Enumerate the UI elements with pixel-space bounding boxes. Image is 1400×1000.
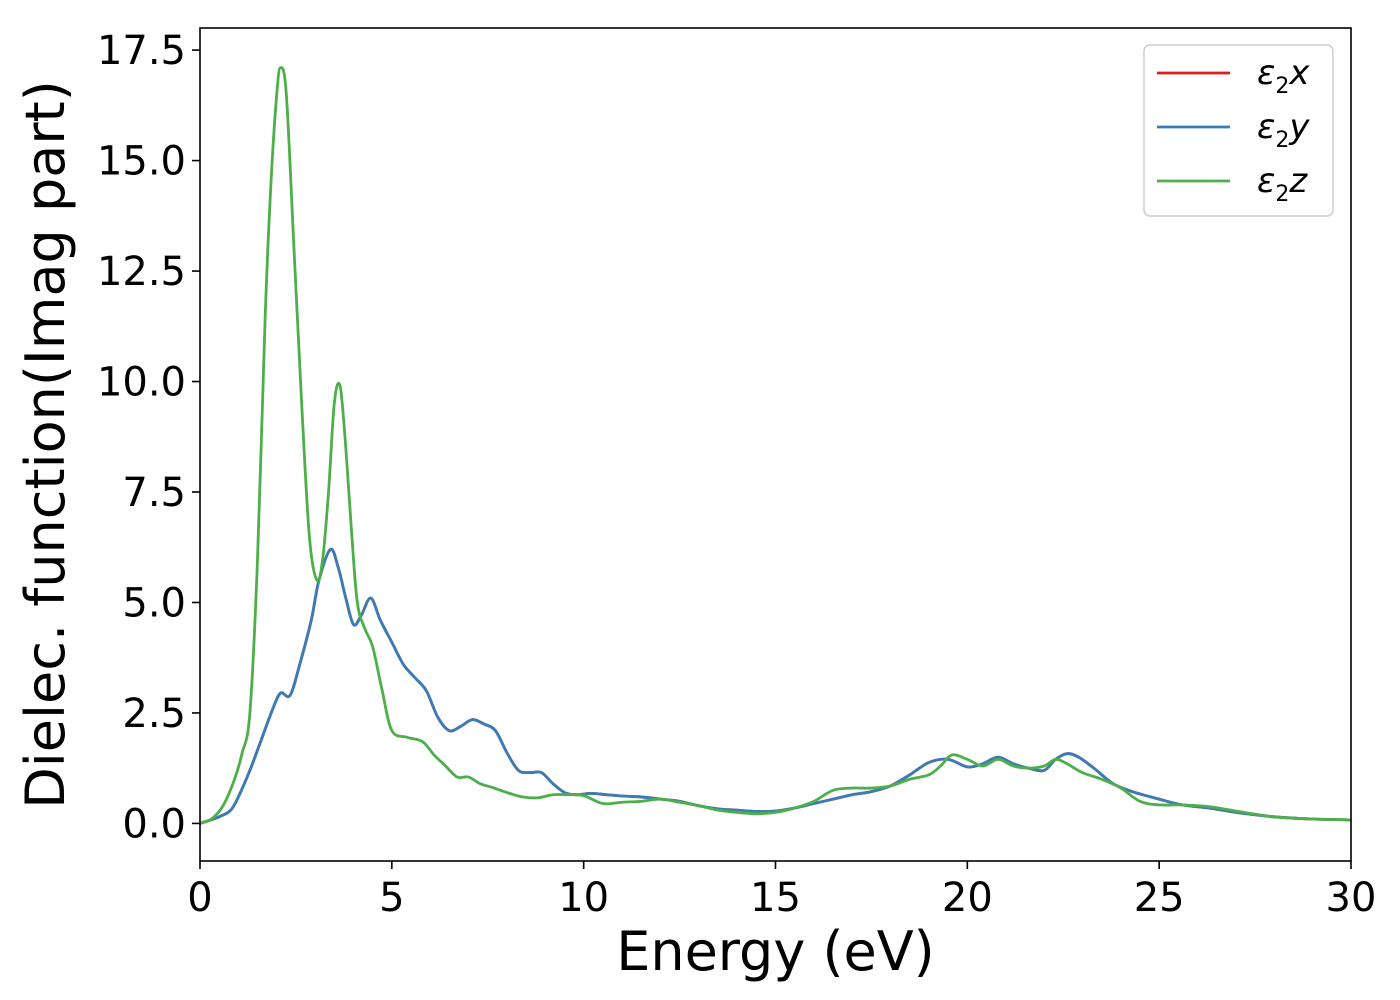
- legend: ε2x ε2y ε2z: [1143, 44, 1334, 217]
- series-line-x: [200, 547, 1351, 825]
- y-tick-label: 17.5: [97, 28, 186, 74]
- series-line-y: [200, 547, 1351, 825]
- y-tick-label: 12.5: [97, 249, 186, 295]
- y-axis-title: Dielec. function(Imag part): [14, 80, 77, 809]
- series-layer: [200, 66, 1351, 825]
- x-axis-title: Energy (eV): [616, 920, 935, 983]
- y-tick-label: 5.0: [122, 580, 186, 626]
- y-tick-label: 15.0: [97, 139, 186, 185]
- x-tick-label: 5: [379, 875, 404, 921]
- x-tick-label: 30: [1326, 875, 1377, 921]
- y-tick-label: 7.5: [122, 470, 186, 516]
- legend-box: [1143, 44, 1334, 217]
- x-tick-label: 0: [187, 875, 212, 921]
- legend-label-y: ε2y: [1257, 107, 1310, 153]
- x-tick-label: 20: [942, 875, 993, 921]
- x-axis: 0 5 10 15 20 25 30: [187, 861, 1376, 921]
- legend-label-z: ε2z: [1257, 161, 1308, 207]
- series-line-z: [200, 66, 1351, 825]
- x-tick-label: 15: [750, 875, 801, 921]
- y-tick-label: 0.0: [122, 801, 186, 847]
- x-tick-label: 25: [1134, 875, 1185, 921]
- y-tick-label: 2.5: [122, 691, 186, 737]
- legend-label-x: ε2x: [1257, 53, 1310, 99]
- y-tick-label: 10.0: [97, 360, 186, 406]
- x-tick-label: 10: [558, 875, 609, 921]
- y-axis: 0.0 2.5 5.0 7.5 10.0 12.5 15.0 17.5: [97, 28, 200, 847]
